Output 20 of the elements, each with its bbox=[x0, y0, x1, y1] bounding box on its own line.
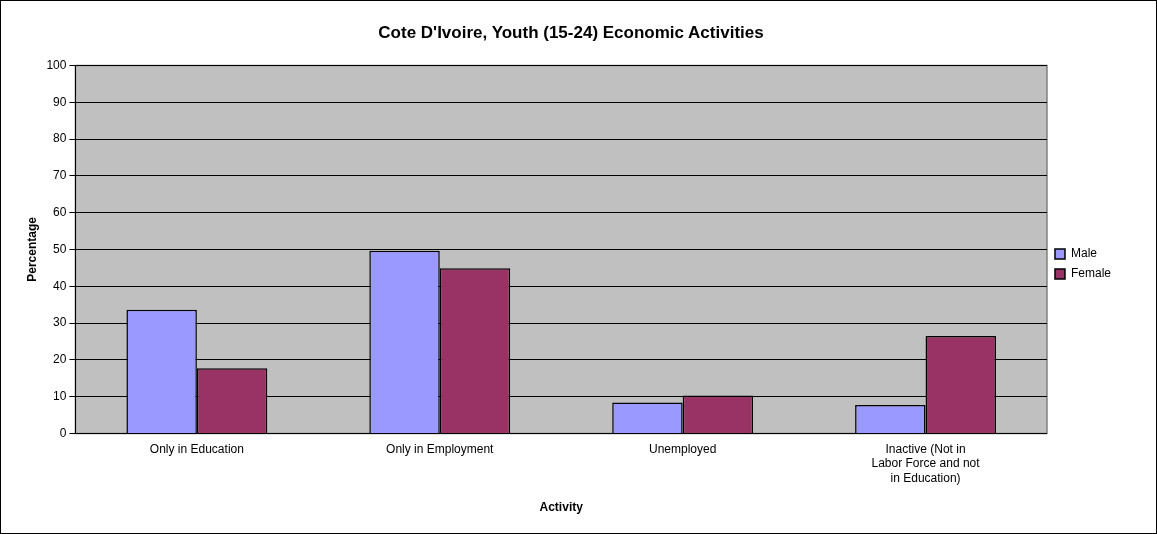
y-tick-label: 70 bbox=[53, 168, 67, 183]
y-tick-label: 30 bbox=[53, 315, 67, 330]
y-tick-label: 10 bbox=[53, 388, 67, 403]
y-tick-label: 50 bbox=[53, 241, 67, 256]
x-tick-label: Only in Education bbox=[149, 441, 244, 456]
x-tick-label: Unemployed bbox=[648, 441, 717, 456]
x-axis-title: Activity bbox=[539, 500, 584, 515]
chart-title: Cote D'Ivoire, Youth (15-24) Economic Activities bbox=[378, 22, 764, 42]
y-axis-title: Percentage bbox=[24, 216, 39, 282]
y-tick-label: 100 bbox=[46, 57, 67, 72]
x-tick-label: Inactive (Not in Labor Force and not in Education) bbox=[871, 441, 981, 485]
y-tick-label: 80 bbox=[53, 131, 67, 146]
y-tick-label: 60 bbox=[53, 204, 67, 219]
x-tick-label: Only in Employment bbox=[386, 441, 495, 456]
y-tick-label: 0 bbox=[59, 425, 67, 440]
legend-label: Male bbox=[1070, 246, 1098, 261]
legend-label: Female bbox=[1070, 266, 1112, 281]
y-tick-label: 20 bbox=[53, 352, 67, 367]
y-tick-label: 90 bbox=[53, 94, 67, 109]
y-tick-label: 40 bbox=[53, 278, 67, 293]
